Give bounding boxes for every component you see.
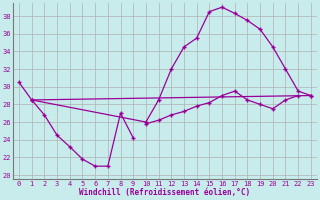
X-axis label: Windchill (Refroidissement éolien,°C): Windchill (Refroidissement éolien,°C) [79, 188, 251, 197]
